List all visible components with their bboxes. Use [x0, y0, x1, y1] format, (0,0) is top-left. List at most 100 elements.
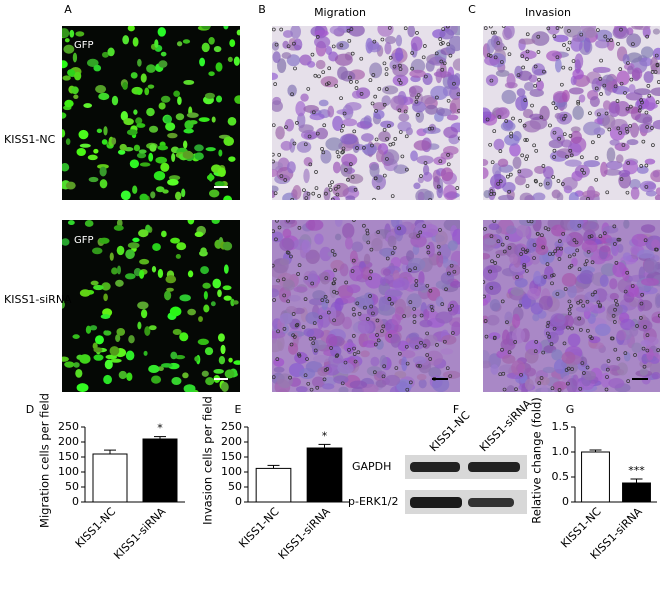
pore [628, 124, 633, 128]
y-tick-label: 100 [221, 465, 242, 478]
pore [446, 42, 451, 47]
pore [563, 287, 568, 291]
cell [182, 150, 194, 159]
cell [510, 286, 524, 296]
cell [208, 36, 215, 45]
cell [553, 359, 567, 374]
cell [368, 333, 381, 340]
pore [619, 177, 624, 182]
column-title: Invasion [525, 6, 571, 19]
cell [425, 350, 443, 366]
pore [640, 100, 644, 105]
cell [151, 266, 157, 273]
cell [127, 26, 135, 32]
cell [312, 290, 326, 301]
cell [517, 70, 533, 81]
cell [64, 99, 74, 108]
cell [135, 117, 143, 125]
cell [581, 240, 598, 253]
pore [274, 42, 279, 47]
cell [423, 190, 434, 200]
cell [223, 195, 233, 200]
pore [552, 155, 556, 159]
cell [62, 356, 69, 362]
pore [286, 251, 291, 255]
pore [633, 353, 637, 357]
pore [530, 103, 534, 108]
pore [519, 372, 523, 377]
blot-band [410, 462, 460, 472]
micrograph [62, 26, 240, 200]
cell [93, 64, 102, 72]
pore [332, 318, 336, 323]
pore [645, 348, 650, 353]
cell [340, 134, 358, 145]
pore [616, 42, 620, 46]
pore [449, 263, 454, 268]
cell [618, 169, 631, 178]
cell [183, 384, 196, 392]
cell [93, 284, 104, 291]
pore [604, 111, 609, 116]
cell [432, 376, 450, 392]
micrographs [62, 26, 660, 392]
pore [514, 387, 518, 392]
cell [334, 233, 342, 241]
cell [234, 95, 240, 104]
cell [437, 108, 452, 117]
pore [390, 251, 395, 255]
pore [416, 93, 421, 97]
pore [523, 98, 528, 102]
pore [419, 340, 423, 345]
cell [115, 334, 121, 342]
pore [650, 126, 654, 130]
pore [654, 53, 659, 58]
cell [395, 47, 404, 62]
pore [393, 137, 398, 141]
cell [119, 143, 127, 151]
cell [328, 352, 344, 367]
cell [220, 344, 226, 355]
pore [596, 28, 600, 32]
cell [300, 93, 309, 102]
pore [322, 123, 327, 128]
pore [374, 137, 379, 142]
cell [349, 265, 364, 282]
y-tick-label: 0 [562, 495, 569, 508]
cell [418, 379, 427, 389]
pore [277, 225, 282, 230]
cell [561, 351, 576, 364]
pore [274, 237, 278, 242]
cell [157, 366, 164, 372]
pore [277, 152, 282, 157]
cell [100, 314, 111, 320]
cell [495, 69, 510, 77]
cell [586, 185, 596, 200]
pore [496, 254, 500, 258]
cell [133, 109, 138, 115]
pore [596, 134, 601, 138]
pore [623, 91, 627, 95]
cell [600, 263, 617, 277]
cell [390, 333, 401, 348]
cell [303, 105, 319, 113]
pore [448, 53, 453, 58]
cell [87, 154, 98, 161]
cell [327, 105, 335, 118]
cell [595, 39, 610, 49]
pore [565, 154, 569, 159]
cell [603, 168, 622, 176]
cell [435, 311, 453, 324]
cell [205, 377, 215, 386]
cell [509, 143, 521, 157]
cell [419, 319, 433, 328]
image-bg [62, 220, 240, 392]
cell [583, 37, 591, 53]
cell [433, 70, 452, 78]
pore [414, 279, 419, 283]
pore [333, 268, 337, 273]
cell [534, 165, 546, 174]
pore [549, 342, 554, 346]
pore [450, 303, 454, 308]
